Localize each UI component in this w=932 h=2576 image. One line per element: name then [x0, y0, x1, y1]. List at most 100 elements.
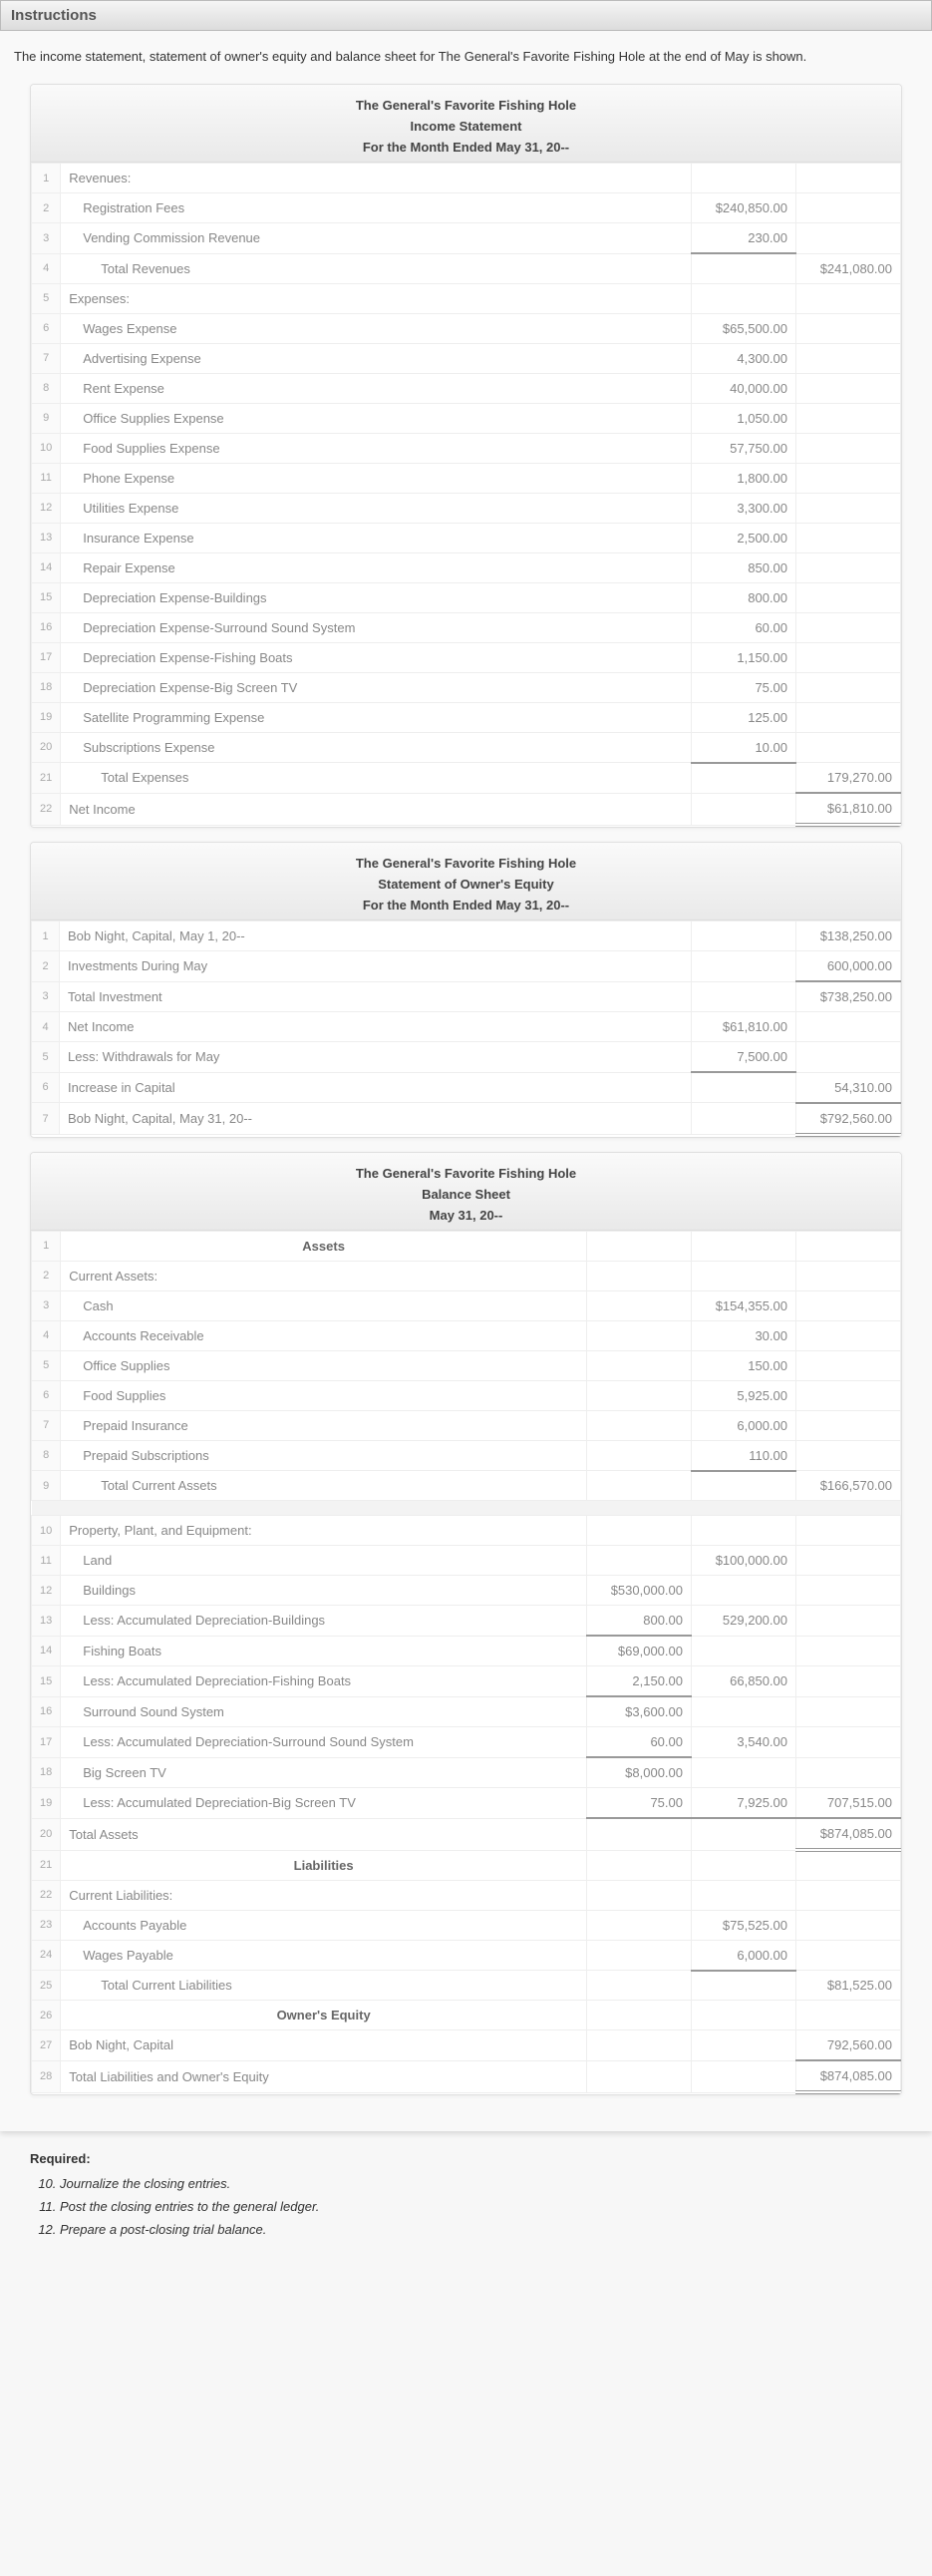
- row-number: 12: [32, 1576, 61, 1606]
- row-number: 1: [32, 921, 60, 951]
- required-title: Required:: [30, 2151, 902, 2166]
- required-item: Prepare a post-closing trial balance.: [60, 2222, 902, 2237]
- amount-cell: [587, 1290, 692, 1320]
- amount-cell: [587, 1850, 692, 1880]
- amount-cell: [692, 921, 796, 951]
- row-number: 4: [32, 1012, 60, 1042]
- row-desc: Less: Accumulated Depreciation-Surround …: [61, 1727, 587, 1758]
- owners-equity-header: The General's Favorite Fishing Hole Stat…: [31, 843, 901, 920]
- amount-cell: 10.00: [692, 732, 796, 763]
- row-desc: Bob Night, Capital: [61, 2030, 587, 2061]
- amount-cell: 1,800.00: [692, 463, 796, 493]
- row-desc: Accounts Payable: [61, 1910, 587, 1940]
- amount-cell: [796, 283, 901, 313]
- amount-cell: [587, 2060, 692, 2092]
- row-desc: Total Current Liabilities: [61, 1971, 587, 2001]
- amount-cell: [587, 1410, 692, 1440]
- amount-cell: [796, 1606, 901, 1637]
- amount-cell: [796, 403, 901, 433]
- amount-cell: 800.00: [587, 1606, 692, 1637]
- row-desc: Less: Withdrawals for May: [60, 1042, 692, 1073]
- amount-cell: 40,000.00: [692, 373, 796, 403]
- amount-cell: $154,355.00: [692, 1290, 796, 1320]
- income-statement: The General's Favorite Fishing Hole Inco…: [30, 84, 902, 828]
- amount-cell: [796, 1290, 901, 1320]
- amount-cell: [692, 1576, 796, 1606]
- amount-cell: 7,925.00: [692, 1788, 796, 1819]
- company-name: The General's Favorite Fishing Hole: [31, 95, 901, 116]
- row-desc: Rent Expense: [61, 373, 692, 403]
- row-desc: Surround Sound System: [61, 1696, 587, 1727]
- amount-cell: [692, 1072, 796, 1103]
- row-number: 13: [32, 523, 61, 552]
- amount-cell: [692, 1636, 796, 1666]
- amount-cell: [796, 1410, 901, 1440]
- amount-cell: 600,000.00: [796, 951, 901, 982]
- amount-cell: [587, 1818, 692, 1850]
- row-number: 20: [32, 1818, 61, 1850]
- amount-cell: 60.00: [692, 612, 796, 642]
- amount-cell: [796, 463, 901, 493]
- amount-cell: 60.00: [587, 1727, 692, 1758]
- row-desc: Total Assets: [61, 1818, 587, 1850]
- amount-cell: [692, 1471, 796, 1501]
- row-number: 6: [32, 313, 61, 343]
- row-number: 14: [32, 552, 61, 582]
- amount-cell: [796, 373, 901, 403]
- row-number: 15: [32, 1666, 61, 1697]
- amount-cell: [692, 283, 796, 313]
- row-number: 23: [32, 1910, 61, 1940]
- amount-cell: 1,150.00: [692, 642, 796, 672]
- amount-cell: [692, 951, 796, 982]
- amount-cell: [796, 1636, 901, 1666]
- row-number: 16: [32, 1696, 61, 1727]
- row-desc: Bob Night, Capital, May 31, 20--: [60, 1103, 692, 1135]
- amount-cell: 110.00: [692, 1440, 796, 1471]
- row-number: 7: [32, 1410, 61, 1440]
- amount-cell: $75,525.00: [692, 1910, 796, 1940]
- row-number: 7: [32, 1103, 60, 1135]
- row-number: 5: [32, 1350, 61, 1380]
- row-desc: Total Investment: [60, 981, 692, 1012]
- row-number: 7: [32, 343, 61, 373]
- row-desc: Owner's Equity: [61, 2001, 587, 2030]
- amount-cell: 792,560.00: [796, 2030, 901, 2061]
- row-number: 10: [32, 433, 61, 463]
- amount-cell: $874,085.00: [796, 2060, 901, 2092]
- amount-cell: $874,085.00: [796, 1818, 901, 1850]
- company-name: The General's Favorite Fishing Hole: [31, 853, 901, 874]
- balance-sheet-header: The General's Favorite Fishing Hole Bala…: [31, 1153, 901, 1231]
- amount-cell: [796, 1440, 901, 1471]
- amount-cell: [796, 1320, 901, 1350]
- amount-cell: [796, 313, 901, 343]
- row-desc: Land: [61, 1546, 587, 1576]
- row-desc: Net Income: [61, 793, 692, 825]
- row-desc: Cash: [61, 1290, 587, 1320]
- amount-cell: [796, 1350, 901, 1380]
- amount-cell: [587, 1910, 692, 1940]
- balance-sheet-table: 1Assets2Current Assets:3Cash$154,355.004…: [31, 1231, 901, 2095]
- row-number: 6: [32, 1072, 60, 1103]
- amount-cell: [587, 1320, 692, 1350]
- row-number: 17: [32, 1727, 61, 1758]
- row-number: 11: [32, 1546, 61, 1576]
- required-list: Journalize the closing entries.Post the …: [30, 2176, 902, 2237]
- company-name: The General's Favorite Fishing Hole: [31, 1163, 901, 1184]
- amount-cell: [587, 1880, 692, 1910]
- row-desc: Subscriptions Expense: [61, 732, 692, 763]
- row-desc: Total Revenues: [61, 253, 692, 283]
- amount-cell: [796, 1261, 901, 1290]
- amount-cell: [587, 1261, 692, 1290]
- row-number: 2: [32, 193, 61, 223]
- amount-cell: [796, 552, 901, 582]
- income-statement-header: The General's Favorite Fishing Hole Inco…: [31, 85, 901, 163]
- amount-cell: [692, 2060, 796, 2092]
- statement-title: Statement of Owner's Equity: [31, 874, 901, 895]
- row-number: 20: [32, 732, 61, 763]
- income-statement-table: 1Revenues:2Registration Fees$240,850.003…: [31, 163, 901, 827]
- row-desc: Net Income: [60, 1012, 692, 1042]
- amount-cell: [587, 1516, 692, 1546]
- required-item: Post the closing entries to the general …: [60, 2199, 902, 2214]
- amount-cell: [796, 1880, 901, 1910]
- balance-sheet: The General's Favorite Fishing Hole Bala…: [30, 1152, 902, 2096]
